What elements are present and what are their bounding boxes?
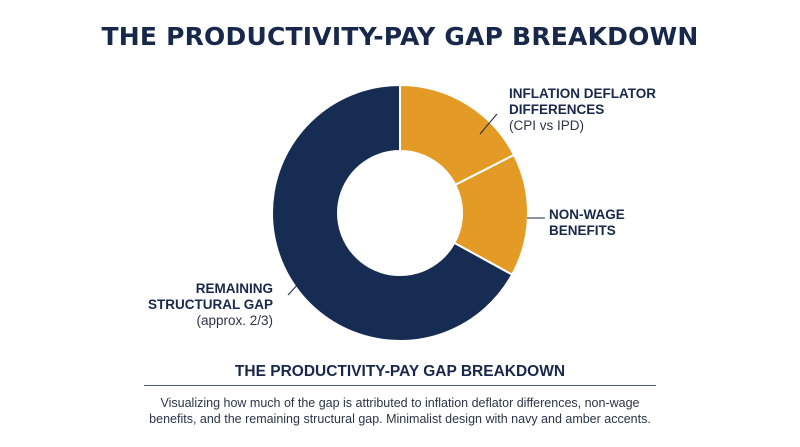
slice-label-nonwage-name: NON-WAGE	[549, 207, 625, 222]
slice-label-nonwage: NON-WAGE BENEFITS	[549, 207, 625, 239]
slice-label-inflation-name2: DIFFERENCES	[509, 102, 605, 117]
chart-description: Visualizing how much of the gap is attri…	[149, 396, 651, 426]
slice-label-inflation: INFLATION DEFLATOR DIFFERENCES (CPI vs I…	[509, 86, 656, 134]
slice-label-inflation-note: (CPI vs IPD)	[509, 118, 585, 133]
section-title: THE PRODUCTIVITY-PAY GAP BREAKDOWN	[234, 363, 566, 380]
divider	[144, 385, 656, 386]
chart-title: THE PRODUCTIVITY-PAY GAP BREAKDOWN	[101, 22, 699, 51]
slice-label-nonwage-name2: BENEFITS	[549, 223, 616, 238]
slice-label-remaining-name: REMAINING	[195, 281, 273, 296]
donut-slice-remaining	[271, 83, 514, 342]
leader-line-remaining	[287, 281, 301, 296]
leader-line-inflation	[479, 113, 498, 135]
slice-label-remaining-name2: STRUCTURAL GAP	[147, 297, 273, 312]
slice-label-remaining: REMAINING STRUCTURAL GAP (approx. 2/3)	[148, 281, 273, 329]
slice-label-inflation-name: INFLATION DEFLATOR	[509, 86, 656, 101]
leader-lines	[287, 113, 545, 296]
donut-slices	[271, 83, 529, 342]
slice-label-remaining-note: (approx. 2/3)	[196, 313, 273, 328]
